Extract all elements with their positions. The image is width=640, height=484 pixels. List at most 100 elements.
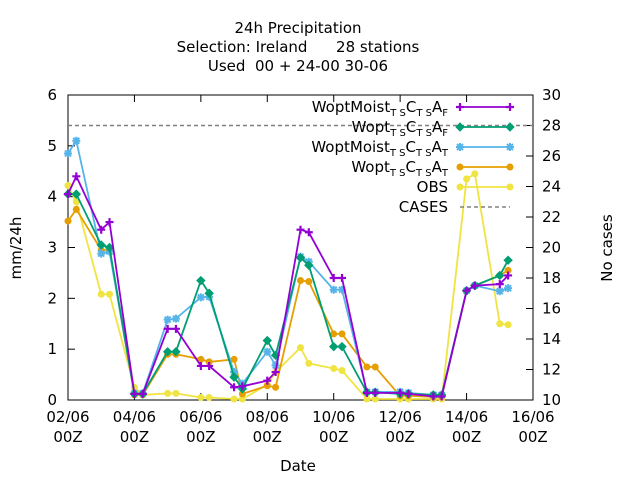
data-point: [171, 347, 181, 357]
legend-item-4: OBS: [417, 178, 514, 196]
x-tick-label-hour: 00Z: [518, 428, 547, 446]
data-point: [404, 389, 413, 398]
data-point: [396, 388, 405, 397]
data-point: [238, 390, 246, 398]
data-point: [462, 286, 471, 295]
data-point: [504, 321, 512, 329]
data-point: [138, 389, 147, 398]
data-point: [263, 382, 271, 390]
legend-label: OBS: [417, 178, 448, 196]
data-point: [271, 361, 280, 370]
data-point: [296, 225, 305, 234]
legend-label: WoptT SCT SAT: [351, 158, 449, 179]
data-point: [97, 249, 106, 258]
data-point: [362, 388, 371, 397]
data-point: [72, 205, 80, 213]
data-point: [295, 252, 306, 263]
data-point: [262, 335, 272, 346]
data-point: [230, 395, 238, 403]
x-tick-label-hour: 00Z: [53, 428, 82, 446]
data-point: [471, 170, 479, 178]
data-point: [64, 190, 72, 199]
data-point: [130, 389, 139, 398]
x-tick-label-date: 10/06: [312, 408, 355, 426]
data-point: [337, 341, 347, 352]
legend-label: WoptMoistT SCT SAT: [311, 138, 449, 159]
x-tick-label-hour: 00Z: [120, 428, 149, 446]
chart-title-line1: 24h Precipitation: [234, 19, 361, 37]
data-point: [495, 287, 504, 296]
data-point: [463, 175, 471, 183]
legend-marker: [506, 183, 514, 191]
x-tick-label-date: 04/06: [113, 408, 156, 426]
data-point: [197, 393, 205, 401]
y2-tick-label: 28: [542, 117, 561, 135]
data-point: [106, 290, 114, 298]
legend-marker: [456, 143, 464, 151]
data-point: [504, 284, 513, 293]
data-point: [338, 274, 347, 282]
legend-label: CASES: [399, 198, 448, 216]
data-point: [72, 198, 80, 206]
data-point: [96, 240, 106, 250]
y2-tick-label: 30: [542, 86, 561, 104]
data-point: [163, 324, 172, 333]
data-point: [363, 363, 371, 371]
data-point: [205, 358, 213, 366]
x-axis-label: Date: [280, 457, 316, 475]
data-point: [162, 347, 173, 357]
data-point: [504, 266, 512, 274]
x-tick-label-hour: 00Z: [319, 428, 348, 446]
y2-tick-label: 16: [542, 300, 561, 318]
series-line: [68, 193, 509, 396]
y-tick-label: 1: [47, 340, 57, 358]
legend-item-3: WoptT SCT SAT: [351, 158, 514, 179]
data-point: [97, 290, 105, 298]
legend-marker: [506, 103, 514, 111]
data-point: [230, 383, 239, 392]
data-point: [330, 330, 338, 338]
data-point: [197, 355, 205, 363]
data-point: [230, 368, 239, 377]
y2-tick-label: 10: [542, 391, 561, 409]
data-point: [263, 347, 272, 356]
legend-label: WoptMoistT SCT SAF: [312, 98, 449, 119]
chart-title-line2: Selection: Ireland 28 stations: [177, 38, 420, 56]
series-line: [67, 172, 509, 400]
data-point: [338, 330, 346, 338]
legend-marker: [456, 183, 464, 191]
data-point: [330, 364, 338, 372]
plot-frame: [67, 94, 534, 401]
y2-tick-label: 12: [542, 361, 561, 379]
data-point: [297, 344, 304, 352]
legend-label: WoptT SCT SAF: [352, 118, 449, 139]
series-line: [67, 174, 509, 398]
legend-item-0: WoptMoistT SCT SAF: [312, 98, 514, 119]
x-tick-label-date: 14/06: [445, 408, 488, 426]
x-tick-label-date: 06/06: [179, 408, 222, 426]
x-tick-label-date: 12/06: [379, 408, 422, 426]
y-tick-label: 4: [47, 188, 57, 206]
x-tick-label-hour: 00Z: [253, 428, 282, 446]
data-point: [172, 389, 180, 397]
data-point: [371, 363, 379, 371]
y-axis-label: mm/24h: [7, 217, 25, 280]
data-point: [329, 285, 338, 294]
legend-item-1: WoptT SCT SAF: [352, 118, 515, 139]
series-woptmoist-0: [64, 172, 513, 401]
data-point: [171, 314, 180, 323]
data-point: [363, 395, 371, 403]
data-point: [238, 395, 246, 403]
data-point: [338, 285, 347, 294]
data-point: [72, 172, 81, 181]
data-point: [503, 255, 513, 265]
data-point: [64, 181, 72, 189]
legend-marker: [506, 143, 514, 151]
x-tick-label-date: 08/06: [246, 408, 289, 426]
data-point: [429, 392, 438, 401]
data-point: [64, 217, 72, 225]
plot-series-group: [63, 124, 533, 403]
